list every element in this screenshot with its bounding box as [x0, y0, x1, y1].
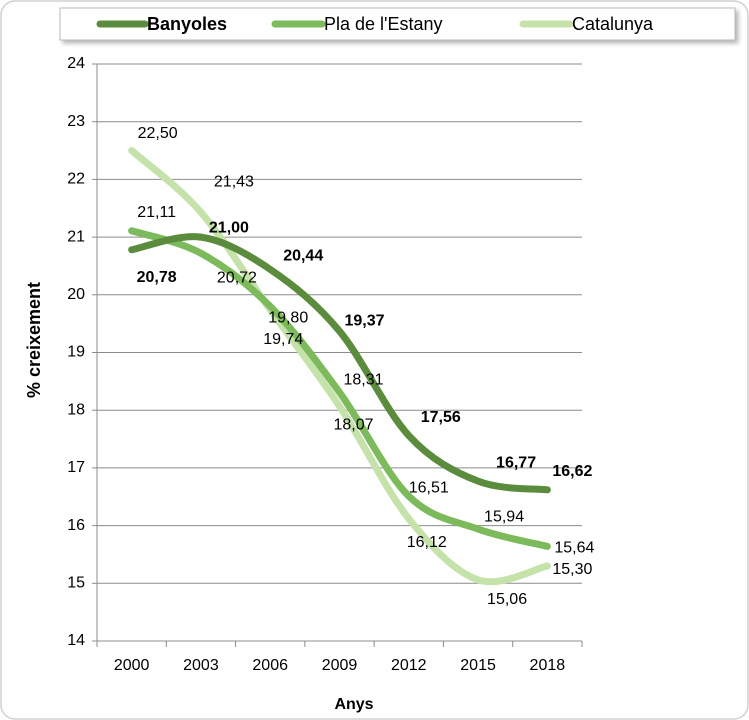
legend-label: Catalunya: [572, 14, 654, 34]
data-label: 19,37: [344, 312, 384, 329]
legend-label: Pla de l'Estany: [324, 14, 443, 34]
x-tick-label: 2003: [183, 657, 219, 674]
legend-label: Banyoles: [147, 14, 227, 34]
data-label: 21,11: [137, 204, 176, 221]
y-tick-label: 23: [67, 113, 85, 130]
x-tick-label: 2018: [530, 657, 566, 674]
y-tick-label: 21: [67, 228, 85, 245]
series-line: [128, 233, 551, 494]
y-tick-label: 22: [67, 171, 85, 188]
y-axis-title: % creixement: [24, 282, 44, 398]
data-label: 19,74: [263, 331, 303, 348]
data-label: 21,00: [209, 219, 249, 236]
data-label: 15,06: [487, 591, 527, 608]
y-tick-label: 19: [67, 344, 85, 361]
data-label: 19,80: [268, 310, 308, 327]
data-label: 20,44: [283, 248, 323, 265]
x-tick-label: 2000: [114, 657, 150, 674]
data-label: 15,30: [552, 561, 592, 578]
x-tick-label: 2012: [391, 657, 427, 674]
x-tick-label: 2006: [252, 657, 288, 674]
legend-box: [59, 7, 736, 41]
x-tick-label: 2009: [322, 657, 358, 674]
data-label: 18,31: [343, 372, 383, 389]
data-label: 20,72: [217, 269, 257, 286]
series-line: [128, 147, 551, 586]
x-axis-title: Anys: [334, 696, 373, 713]
data-label: 15,94: [484, 508, 524, 525]
data-label: 16,51: [409, 479, 449, 496]
y-tick-label: 14: [67, 632, 85, 649]
y-tick-label: 18: [67, 401, 85, 418]
y-tick-label: 20: [67, 286, 85, 303]
y-tick-label: 16: [67, 517, 85, 534]
data-label: 21,43: [214, 174, 254, 191]
x-tick-label: 2015: [460, 657, 496, 674]
data-label: 16,12: [407, 534, 447, 551]
data-label: 18,07: [333, 416, 373, 433]
data-label: 22,50: [138, 125, 178, 142]
data-label: 20,78: [137, 269, 177, 286]
y-tick-label: 15: [67, 575, 85, 592]
data-label: 15,64: [554, 540, 594, 557]
data-label: 16,77: [496, 454, 536, 471]
series-line: [128, 227, 551, 550]
data-label: 16,62: [552, 463, 592, 480]
data-label: 17,56: [421, 409, 461, 426]
y-tick-label: 24: [67, 55, 85, 72]
y-tick-label: 17: [67, 459, 85, 476]
